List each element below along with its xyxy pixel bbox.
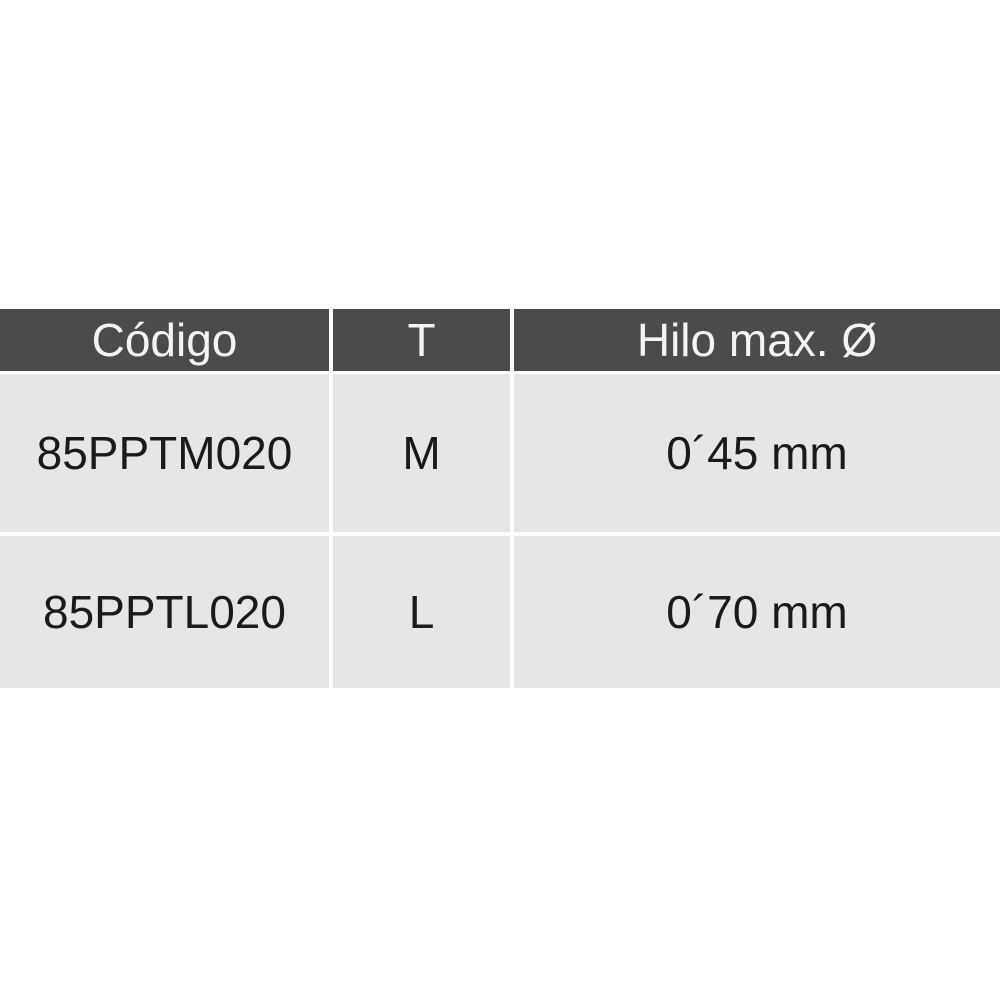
- cell-codigo: 85PPTL020: [0, 536, 333, 692]
- header-hilo-max: Hilo max. Ø: [514, 309, 1000, 374]
- table-row: 85PPTL020 L 0´70 mm: [0, 536, 1000, 692]
- cell-t: M: [333, 374, 514, 536]
- cell-t: L: [333, 536, 514, 692]
- cell-hilo-max: 0´70 mm: [514, 536, 1000, 692]
- product-table: Código T Hilo max. Ø 85PPTM020 M 0´45 mm…: [0, 309, 1000, 692]
- cell-hilo-max: 0´45 mm: [514, 374, 1000, 536]
- cell-codigo: 85PPTM020: [0, 374, 333, 536]
- header-codigo: Código: [0, 309, 333, 374]
- header-t: T: [333, 309, 514, 374]
- table-row: 85PPTM020 M 0´45 mm: [0, 374, 1000, 536]
- table-header: Código T Hilo max. Ø: [0, 309, 1000, 374]
